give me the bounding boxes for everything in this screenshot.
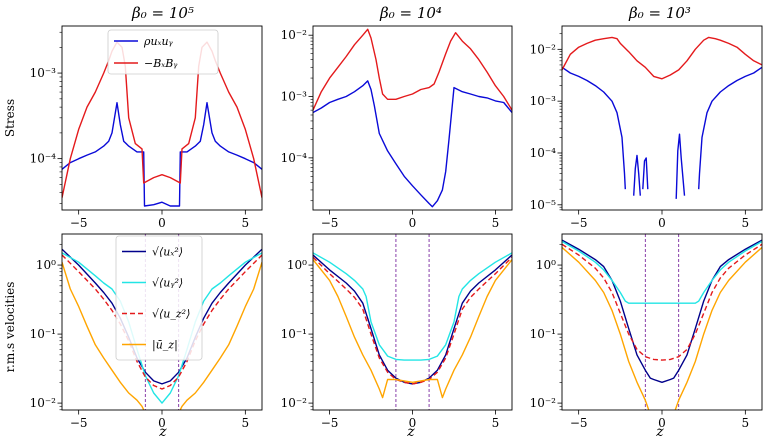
x-tick-label: −5: [570, 416, 588, 430]
y-tick-label: 10⁻²: [530, 42, 557, 56]
ylabel-stress: Stress: [3, 99, 17, 137]
panel-rms-b4: 10⁻² 10⁻¹ 10⁰ −5 0 5: [281, 233, 513, 430]
y-tick-label: 10⁰: [36, 258, 56, 272]
axes-frame: [561, 25, 763, 211]
x-tick-label: 5: [242, 216, 250, 230]
panel-stress-b3: 10⁻⁵ 10⁻⁴ 10⁻³ 10⁻² −5 0 5: [530, 25, 763, 230]
y-tick-label: 10⁻²: [30, 396, 57, 410]
x-tick-label: −5: [70, 416, 88, 430]
series-line-1: [313, 28, 512, 111]
legend-label: √⟨uᵧ²⟩: [152, 277, 183, 290]
y-tick-label: 10⁰: [536, 258, 556, 272]
panel-rms-b5: 10⁻² 10⁻¹ 10⁰ −5 0 5 √⟨uₓ²⟩ √⟨uᵧ²⟩ √⟨u_z²⟩ |ū_z|: [30, 233, 263, 430]
panel-title-beta4: β₀ = 10⁴: [379, 4, 442, 22]
series-line-0: [313, 254, 512, 385]
axes-frame: [61, 233, 263, 411]
series-line-0: [313, 80, 512, 208]
y-tick-label: 10⁻¹: [281, 327, 307, 341]
y-tick-label: 10⁻²: [530, 396, 557, 410]
legend: ρuₓuᵧ −BₓBᵧ: [107, 29, 219, 75]
y-tick-label: 10⁻⁵: [530, 198, 557, 212]
y-tick-label: 10⁻⁴: [281, 151, 308, 165]
x-tick-label: 0: [409, 416, 417, 430]
series-line-2: [562, 243, 762, 361]
panel-rms-b3: 10⁻² 10⁻¹ 10⁰ −5 0 5: [530, 233, 763, 430]
x-tick-label: 0: [658, 416, 666, 430]
panel-stress-b5: 10⁻⁴ 10⁻³ −5 0 5 ρuₓuᵧ −BₓBᵧ: [30, 25, 263, 230]
xlabel-z-1: z: [158, 424, 167, 440]
y-tick-label: 10⁻²: [281, 28, 308, 42]
series-line-1: [62, 41, 262, 198]
x-tick-label: 5: [492, 416, 500, 430]
y-tick-label: 10⁻³: [530, 94, 557, 108]
x-tick-label: −5: [70, 216, 88, 230]
series-line-1: [313, 252, 512, 361]
series-group: [562, 239, 762, 410]
x-tick-label: 0: [409, 216, 417, 230]
y-tick-label: 10⁰: [287, 258, 307, 272]
y-tick-label: 10⁻⁴: [30, 152, 57, 166]
y-tick-label: 10⁻³: [30, 66, 57, 80]
axes-frame: [312, 233, 513, 411]
x-tick-label: 0: [658, 216, 666, 230]
x-tick-label: −5: [570, 216, 588, 230]
x-tick-label: 5: [242, 416, 250, 430]
legend-label: √⟨uₓ²⟩: [152, 246, 183, 259]
series-line-3: [562, 246, 762, 410]
x-tick-label: 5: [742, 216, 750, 230]
series-line-1: [562, 240, 762, 304]
panel-title-beta3: β₀ = 10³: [628, 4, 691, 22]
series-line-0: [562, 239, 762, 383]
series-group: [62, 248, 262, 410]
xlabel-z-3: z: [655, 424, 664, 440]
legend-label: √⟨u_z²⟩: [152, 308, 190, 321]
y-tick-label: 10⁻⁴: [530, 146, 557, 160]
legend-label: ρuₓuᵧ: [143, 35, 174, 48]
x-tick-label: −5: [321, 416, 339, 430]
y-tick-label: 10⁻¹: [30, 327, 56, 341]
legend-label: |ū_z|: [152, 339, 178, 353]
y-tick-label: 10⁻²: [281, 396, 308, 410]
series-line-1: [562, 36, 762, 80]
x-tick-label: 5: [742, 416, 750, 430]
x-tick-label: −5: [321, 216, 339, 230]
series-line-0: [562, 66, 762, 199]
series-group: [62, 41, 262, 207]
series-group: [313, 28, 512, 208]
ylabel-rms: r.m.s velocities: [3, 282, 17, 373]
x-tick-label: 0: [158, 416, 166, 430]
axes-frame: [61, 25, 263, 211]
y-tick-label: 10⁻¹: [530, 327, 556, 341]
legend-label: −BₓBᵧ: [144, 57, 178, 70]
series-group: [562, 36, 762, 199]
xlabel-z-2: z: [406, 424, 415, 440]
series-line-0: [62, 102, 262, 207]
series-line-0: [62, 248, 262, 385]
panel-stress-b4: 10⁻⁴ 10⁻³ 10⁻² −5 0 5: [281, 25, 513, 230]
y-tick-label: 10⁻³: [281, 90, 308, 104]
x-tick-label: 0: [158, 216, 166, 230]
series-line-2: [313, 256, 512, 385]
series-group: [313, 252, 512, 399]
axes-frame: [561, 233, 763, 411]
x-tick-label: 5: [492, 216, 500, 230]
series-line-3: [62, 261, 262, 410]
panel-title-beta5: β₀ = 10⁵: [131, 4, 194, 22]
series-line-2: [62, 254, 262, 390]
legend: √⟨uₓ²⟩ √⟨uᵧ²⟩ √⟨u_z²⟩ |ū_z|: [115, 235, 203, 361]
series-line-1: [62, 252, 262, 404]
series-line-3: [313, 259, 512, 399]
legend-box: [115, 235, 203, 361]
axes-frame: [312, 25, 513, 211]
